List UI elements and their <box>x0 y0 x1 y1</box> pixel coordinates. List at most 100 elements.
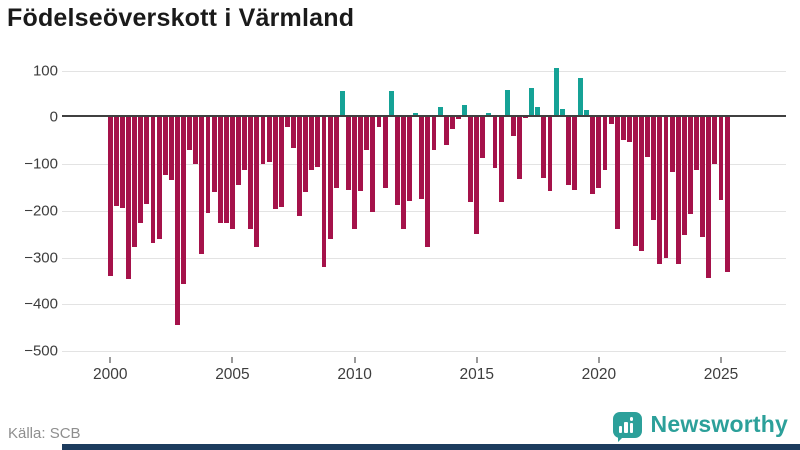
bar-2004-q3[interactable] <box>217 117 223 224</box>
bar-2014-q3[interactable] <box>462 105 467 118</box>
bar-2002-q3[interactable] <box>168 117 174 180</box>
bar-2003-q2[interactable] <box>187 117 193 150</box>
bar-2018-q1[interactable] <box>547 117 553 192</box>
bar-2003-q1[interactable] <box>181 117 187 285</box>
bar-2000-q2[interactable] <box>113 117 119 206</box>
bar-2024-q3[interactable] <box>706 117 712 278</box>
bar-2001-q4[interactable] <box>150 117 156 244</box>
bar-2020-q3[interactable] <box>608 117 614 125</box>
bar-2010-q4[interactable] <box>370 117 376 212</box>
bar-2009-q1[interactable] <box>327 117 333 240</box>
bar-2009-q2[interactable] <box>333 117 339 189</box>
bar-2013-q2[interactable] <box>431 117 437 151</box>
bar-2010-q1[interactable] <box>352 117 358 229</box>
bar-2021-q3[interactable] <box>633 117 638 246</box>
bar-2017-q3[interactable] <box>535 107 541 118</box>
newsworthy-logo[interactable]: Newsworthy <box>612 411 788 438</box>
bar-2020-q4[interactable] <box>614 117 620 229</box>
bar-2009-q3[interactable] <box>339 91 345 118</box>
bar-2008-q3[interactable] <box>315 117 321 167</box>
bar-2021-q4[interactable] <box>639 117 645 251</box>
bar-2025-q1[interactable] <box>718 117 724 201</box>
bar-2001-q1[interactable] <box>132 117 138 247</box>
bar-2019-q2[interactable] <box>578 78 583 118</box>
bar-2004-q1[interactable] <box>205 117 211 213</box>
bar-2016-q2[interactable] <box>504 89 510 118</box>
bar-2002-q2[interactable] <box>162 117 168 176</box>
bar-2017-q2[interactable] <box>529 88 535 118</box>
bar-2004-q4[interactable] <box>223 117 229 224</box>
bar-2007-q1[interactable] <box>278 117 284 207</box>
bar-2013-q4[interactable] <box>443 117 449 146</box>
bar-2020-q1[interactable] <box>596 117 602 188</box>
bar-2023-q2[interactable] <box>675 117 681 265</box>
bar-2016-q1[interactable] <box>498 117 504 202</box>
bar-2022-q3[interactable] <box>657 117 663 264</box>
bar-2024-q2[interactable] <box>700 117 706 238</box>
bar-2016-q4[interactable] <box>517 117 522 179</box>
bar-2006-q3[interactable] <box>266 117 272 162</box>
bar-2014-q2[interactable] <box>455 117 461 120</box>
bar-2011-q1[interactable] <box>376 117 382 128</box>
bar-2004-q2[interactable] <box>211 117 217 192</box>
bar-2011-q2[interactable] <box>382 117 388 189</box>
bar-2002-q4[interactable] <box>175 117 180 326</box>
bar-2015-q1[interactable] <box>474 117 480 234</box>
bar-2015-q3[interactable] <box>486 112 492 118</box>
bar-2025-q2[interactable] <box>724 117 730 273</box>
bar-2005-q4[interactable] <box>248 117 254 230</box>
bar-2015-q4[interactable] <box>492 117 498 169</box>
bar-2019-q1[interactable] <box>571 117 577 191</box>
bar-2003-q4[interactable] <box>199 117 205 255</box>
bar-2005-q3[interactable] <box>242 117 248 171</box>
bar-2022-q2[interactable] <box>651 117 657 221</box>
bar-2008-q4[interactable] <box>321 117 327 267</box>
bar-2011-q4[interactable] <box>394 117 400 206</box>
bar-2013-q1[interactable] <box>425 117 431 247</box>
bar-2022-q1[interactable] <box>645 117 651 157</box>
bar-2000-q4[interactable] <box>126 117 132 279</box>
bar-2005-q2[interactable] <box>236 117 241 186</box>
bar-2006-q4[interactable] <box>272 117 278 210</box>
bar-2012-q1[interactable] <box>400 117 406 229</box>
bar-2022-q4[interactable] <box>663 117 669 258</box>
bar-2001-q2[interactable] <box>138 117 144 224</box>
bar-2017-q1[interactable] <box>523 117 529 119</box>
bar-2010-q3[interactable] <box>364 117 370 150</box>
bar-2018-q2[interactable] <box>553 68 559 118</box>
bar-2000-q3[interactable] <box>120 117 125 208</box>
bar-2006-q2[interactable] <box>260 117 266 164</box>
bar-2018-q4[interactable] <box>565 117 571 186</box>
bar-2017-q4[interactable] <box>541 117 547 178</box>
bar-2023-q3[interactable] <box>681 117 687 236</box>
bar-2011-q3[interactable] <box>388 91 394 118</box>
bar-2014-q4[interactable] <box>468 117 474 202</box>
bar-2019-q4[interactable] <box>590 117 596 194</box>
bar-2007-q2[interactable] <box>284 117 290 127</box>
bar-2018-q3[interactable] <box>559 108 565 118</box>
bar-2023-q4[interactable] <box>688 117 693 215</box>
bar-2024-q4[interactable] <box>712 117 718 164</box>
bar-2023-q1[interactable] <box>669 117 675 173</box>
bar-2020-q2[interactable] <box>602 117 608 171</box>
bar-2016-q3[interactable] <box>510 117 516 137</box>
bar-2008-q2[interactable] <box>309 117 315 171</box>
bar-2000-q1[interactable] <box>107 117 113 277</box>
bar-2015-q2[interactable] <box>480 117 486 158</box>
bar-2007-q3[interactable] <box>291 117 296 149</box>
bar-2005-q1[interactable] <box>229 117 235 229</box>
bar-2021-q2[interactable] <box>626 117 632 142</box>
bar-2010-q2[interactable] <box>358 117 364 191</box>
bar-2006-q1[interactable] <box>254 117 260 247</box>
bar-2012-q2[interactable] <box>407 117 412 201</box>
bar-2007-q4[interactable] <box>297 117 303 216</box>
bar-2014-q1[interactable] <box>449 117 455 130</box>
bar-2012-q4[interactable] <box>419 117 425 199</box>
bar-2024-q1[interactable] <box>694 117 699 171</box>
bar-2003-q3[interactable] <box>193 117 199 165</box>
bar-2009-q4[interactable] <box>346 117 351 191</box>
bar-2008-q1[interactable] <box>303 117 309 192</box>
bar-2001-q3[interactable] <box>144 117 150 205</box>
bar-2013-q3[interactable] <box>437 106 443 118</box>
bar-2012-q3[interactable] <box>413 113 419 118</box>
